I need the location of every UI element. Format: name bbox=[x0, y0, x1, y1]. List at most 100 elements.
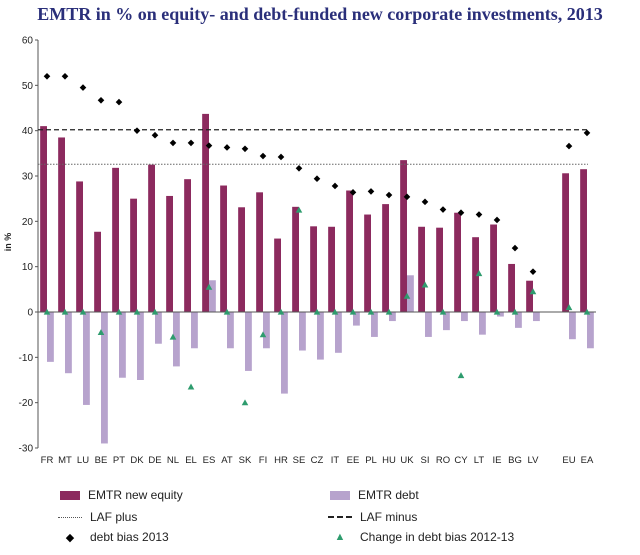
point-change-debt-bias bbox=[331, 308, 339, 315]
bar-equity bbox=[274, 238, 281, 312]
point-change-debt-bias bbox=[61, 308, 69, 315]
point-debt-bias bbox=[295, 164, 303, 172]
legend-swatch-laf-plus bbox=[58, 516, 82, 518]
y-tick-label: -20 bbox=[19, 398, 34, 409]
point-change-debt-bias bbox=[223, 308, 231, 315]
bar-equity bbox=[94, 231, 101, 312]
point-debt-bias bbox=[493, 216, 501, 224]
point-change-debt-bias bbox=[133, 308, 141, 315]
point-change-debt-bias bbox=[97, 329, 105, 336]
legend-item-laf-plus: LAF plus bbox=[58, 510, 137, 524]
point-debt-bias bbox=[259, 152, 267, 160]
legend-label-laf-plus: LAF plus bbox=[90, 510, 138, 524]
bar-debt bbox=[335, 312, 342, 353]
x-tick-label: IE bbox=[493, 455, 502, 466]
x-tick-label: DK bbox=[130, 455, 144, 466]
legend-item-debt-bias: ◆ debt bias 2013 bbox=[58, 530, 169, 544]
point-change-debt-bias bbox=[241, 399, 249, 406]
legend-label-debt: EMTR debt bbox=[358, 488, 419, 502]
bar-equity bbox=[130, 198, 137, 312]
legend-item-laf-minus: LAF minus bbox=[328, 510, 417, 524]
point-debt-bias bbox=[151, 131, 159, 139]
bar-debt bbox=[479, 312, 486, 335]
bar-debt bbox=[191, 312, 198, 349]
point-debt-bias bbox=[457, 209, 465, 217]
x-tick-label: HU bbox=[382, 455, 396, 466]
bar-debt bbox=[443, 312, 450, 331]
chart-plot: in % -30 -20 -10 0 10 20 30 40 50 60 FR MT LU BE PT DK D… bbox=[3, 36, 596, 466]
bar-equity bbox=[292, 206, 299, 312]
bar-equity bbox=[472, 237, 479, 312]
x-tick-label: EA bbox=[581, 455, 594, 466]
x-tick-label: BE bbox=[95, 455, 108, 466]
point-change-debt-bias bbox=[79, 308, 87, 315]
point-debt-bias bbox=[169, 139, 177, 147]
y-tick-label: 10 bbox=[22, 262, 34, 273]
point-change-debt-bias bbox=[205, 283, 213, 290]
point-change-debt-bias bbox=[169, 333, 177, 340]
point-change-debt-bias bbox=[277, 308, 285, 315]
point-debt-bias bbox=[421, 198, 429, 206]
bar-equity bbox=[562, 173, 569, 312]
point-debt-bias bbox=[403, 193, 411, 201]
point-debt-bias bbox=[583, 129, 591, 137]
x-tick-label: EE bbox=[347, 455, 360, 466]
bar-equity bbox=[526, 280, 533, 312]
bar-equity bbox=[202, 113, 209, 312]
bar-debt bbox=[263, 312, 270, 349]
bar-equity bbox=[400, 160, 407, 312]
bar-equity bbox=[580, 169, 587, 312]
x-tick-label: NL bbox=[167, 455, 179, 466]
bar-debt bbox=[137, 312, 144, 380]
point-debt-bias bbox=[511, 244, 519, 252]
point-change-debt-bias bbox=[151, 308, 159, 315]
bar-debt bbox=[299, 312, 306, 351]
bar-equity bbox=[256, 192, 263, 312]
point-change-debt-bias bbox=[385, 308, 393, 315]
y-axis-label: in % bbox=[3, 233, 13, 252]
bar-equity bbox=[310, 226, 317, 312]
y-tick-label: 40 bbox=[22, 126, 34, 137]
x-tick-label: SK bbox=[239, 455, 252, 466]
y-tick-label: 60 bbox=[22, 36, 34, 47]
x-tick-label: EL bbox=[185, 455, 197, 466]
bar-equity bbox=[184, 179, 191, 312]
point-change-debt-bias bbox=[259, 331, 267, 338]
point-change-debt-bias bbox=[403, 292, 411, 299]
x-tick-label: LT bbox=[474, 455, 485, 466]
x-tick-label: CZ bbox=[311, 455, 324, 466]
y-tick-label: 0 bbox=[27, 308, 33, 319]
x-tick-label: SI bbox=[421, 455, 430, 466]
y-tick-label: -10 bbox=[19, 353, 34, 364]
x-tick-label: FI bbox=[259, 455, 267, 466]
bar-equity bbox=[382, 204, 389, 312]
point-debt-bias bbox=[97, 96, 105, 104]
legend-label-equity: EMTR new equity bbox=[88, 488, 183, 502]
point-change-debt-bias bbox=[421, 281, 429, 288]
bar-equity bbox=[40, 126, 47, 312]
point-debt-bias bbox=[187, 139, 195, 147]
triangle-icon: ▲ bbox=[334, 531, 346, 543]
bar-debt bbox=[353, 312, 360, 326]
bar-debt bbox=[533, 312, 540, 322]
bar-equity bbox=[418, 226, 425, 312]
y-tick-label: -30 bbox=[19, 444, 34, 455]
x-tick-label: SE bbox=[293, 455, 306, 466]
point-change-debt-bias bbox=[115, 308, 123, 315]
point-change-debt-bias bbox=[457, 372, 465, 379]
bar-debt bbox=[587, 312, 594, 349]
bar-debt bbox=[245, 312, 252, 371]
point-debt-bias bbox=[277, 153, 285, 161]
point-change-debt-bias bbox=[439, 308, 447, 315]
bar-debt bbox=[515, 312, 522, 328]
point-debt-bias bbox=[331, 182, 339, 190]
legend-label-change-debt-bias: Change in debt bias 2012-13 bbox=[360, 530, 515, 544]
x-tick-label: MT bbox=[58, 455, 72, 466]
x-tick-label: IT bbox=[331, 455, 340, 466]
point-debt-bias bbox=[475, 211, 483, 218]
bar-equity bbox=[112, 167, 119, 312]
point-change-debt-bias bbox=[43, 308, 51, 315]
bar-equity bbox=[346, 190, 353, 312]
legend-item-equity: EMTR new equity bbox=[60, 488, 183, 502]
legend-swatch-equity bbox=[60, 490, 80, 500]
